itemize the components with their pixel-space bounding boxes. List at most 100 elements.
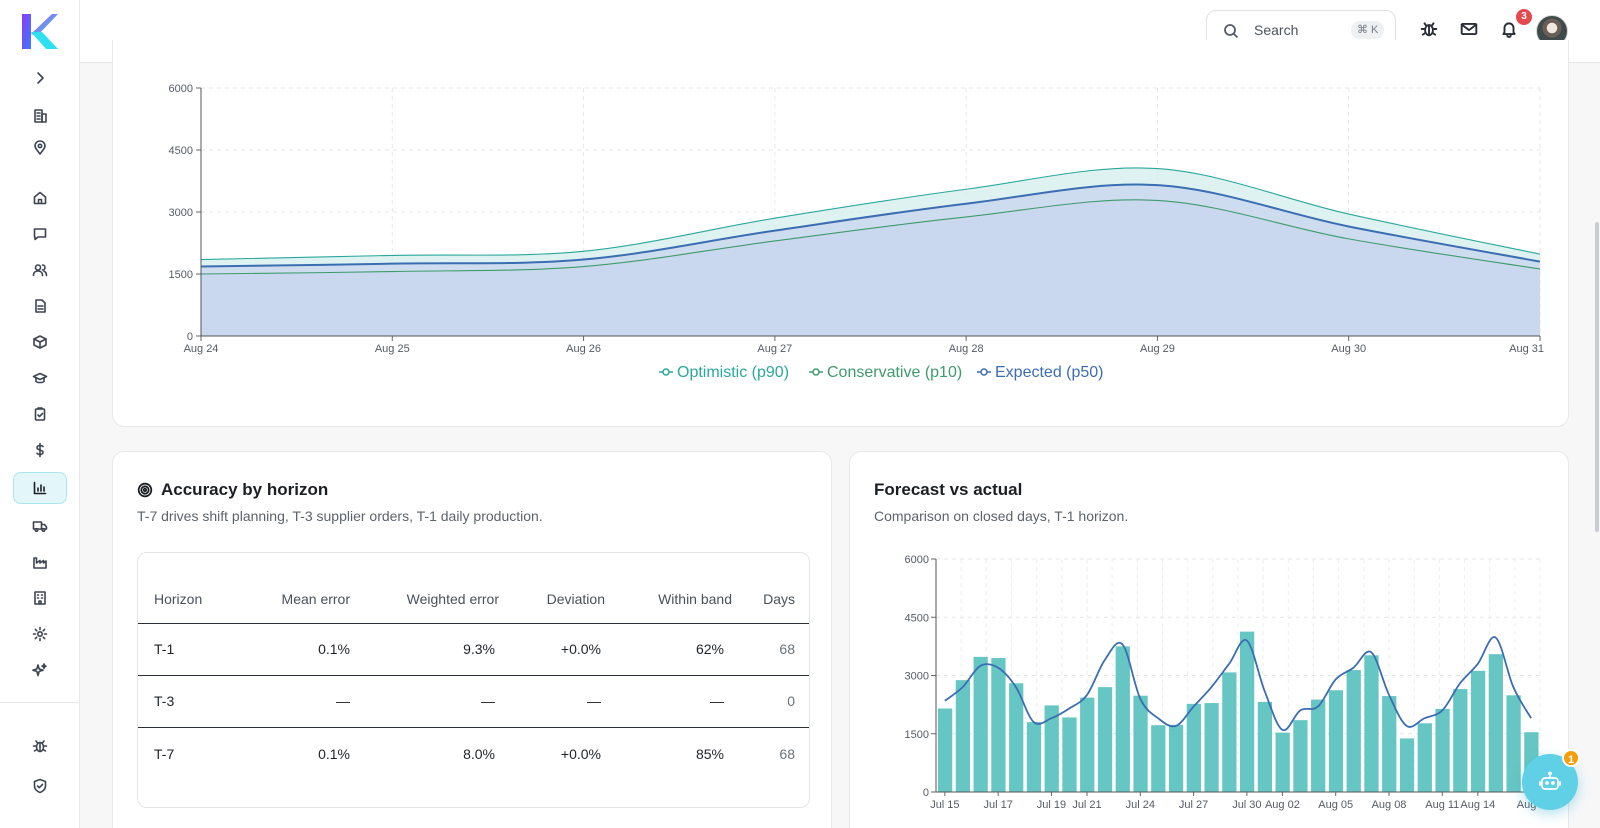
col-deviation[interactable]: Deviation bbox=[546, 591, 605, 607]
cell-weighted-error: — bbox=[481, 693, 495, 709]
sidebar-item-buildings[interactable] bbox=[13, 100, 67, 132]
mail-button[interactable] bbox=[1460, 20, 1480, 40]
dollar-icon bbox=[36, 442, 44, 458]
y-tick-label: 0 bbox=[923, 787, 929, 799]
sidebar-item-tasks[interactable] bbox=[13, 398, 67, 430]
factory-icon bbox=[33, 557, 47, 569]
sidebar-item-delivery[interactable] bbox=[13, 510, 67, 542]
forecast-vs-actual-chart: 0 1500 3000 4500 6000 Jul 15 Jul 17 Jul 19 Jul 2… bbox=[905, 554, 1546, 811]
cell-deviation: — bbox=[587, 693, 601, 709]
bar bbox=[1097, 687, 1113, 792]
office-building-icon bbox=[34, 591, 46, 605]
col-within-band[interactable]: Within band bbox=[658, 591, 732, 607]
sidebar-item-home[interactable] bbox=[13, 182, 67, 214]
legend-swatch-dot bbox=[812, 368, 820, 376]
bar bbox=[1453, 689, 1468, 792]
col-mean-error[interactable]: Mean error bbox=[281, 591, 350, 607]
notifications-button[interactable] bbox=[1500, 20, 1520, 40]
sidebar-item-production[interactable] bbox=[13, 546, 67, 578]
x-tick-label: Jul 30 bbox=[1232, 799, 1261, 811]
sidebar-item-training[interactable] bbox=[13, 362, 67, 394]
bar bbox=[1382, 696, 1397, 792]
sidebar-item-ai[interactable] bbox=[13, 654, 67, 686]
bar bbox=[1044, 705, 1059, 792]
accuracy-title: Accuracy by horizon bbox=[137, 480, 328, 500]
bar bbox=[1133, 695, 1148, 792]
bar bbox=[1470, 670, 1486, 792]
legend-item: Expected (p50) bbox=[977, 364, 1104, 381]
sidebar-item-settings[interactable] bbox=[13, 618, 67, 650]
sidebar-item-inventory[interactable] bbox=[13, 326, 67, 358]
bar bbox=[1240, 631, 1255, 792]
cell-mean-error: — bbox=[336, 693, 350, 709]
sidebar-expand-button[interactable] bbox=[13, 62, 67, 94]
sidebar-item-debug[interactable] bbox=[13, 730, 67, 762]
app-logo[interactable] bbox=[20, 12, 60, 52]
legend-label: Conservative (p10) bbox=[827, 364, 962, 381]
legend-label: Optimistic (p90) bbox=[677, 364, 789, 381]
bar bbox=[991, 658, 1006, 792]
bar bbox=[1311, 699, 1326, 792]
shield-check-icon bbox=[33, 778, 47, 794]
y-tick-label: 3000 bbox=[905, 671, 929, 683]
search-icon bbox=[1224, 24, 1239, 39]
x-tick-label: Jul 17 bbox=[983, 799, 1012, 811]
bell-icon bbox=[1502, 22, 1516, 38]
notification-count-badge: 3 bbox=[1516, 9, 1532, 25]
debug-button[interactable] bbox=[1420, 20, 1440, 40]
bar bbox=[1026, 722, 1042, 792]
search-shortcut-hint: ⌘ K bbox=[1351, 21, 1385, 39]
x-tick-label: Aug 30 bbox=[1331, 343, 1366, 355]
series-line bbox=[200, 183, 1541, 268]
clipboard-check-icon bbox=[34, 407, 46, 421]
bar bbox=[1293, 720, 1308, 792]
sidebar-item-security[interactable] bbox=[13, 770, 67, 802]
sidebar-item-documents[interactable] bbox=[13, 290, 67, 322]
bar bbox=[1204, 703, 1219, 792]
sidebar-item-finance[interactable] bbox=[13, 434, 67, 466]
bar bbox=[1168, 724, 1184, 792]
sidebar-item-analytics[interactable] bbox=[13, 472, 67, 504]
fva-subtitle: Comparison on closed days, T-1 horizon. bbox=[874, 508, 1129, 524]
search-placeholder[interactable]: Search bbox=[1254, 22, 1299, 38]
bar bbox=[1151, 725, 1166, 792]
forecast-line bbox=[944, 636, 1532, 732]
x-tick-label: Aug 08 bbox=[1372, 799, 1407, 811]
x-tick-label: Aug 28 bbox=[949, 343, 984, 355]
accuracy-table: Horizon Mean error Weighted error Deviat… bbox=[137, 552, 810, 808]
sidebar-item-offices[interactable] bbox=[13, 582, 67, 614]
x-tick-label: Aug 05 bbox=[1318, 799, 1353, 811]
x-tick-label: Aug 02 bbox=[1265, 799, 1300, 811]
sidebar-item-locations[interactable] bbox=[13, 132, 67, 164]
table-row: T-1 0.1% 9.3% +0.0% 62% 68 bbox=[138, 624, 809, 676]
col-horizon[interactable]: Horizon bbox=[154, 591, 203, 607]
y-tick-label: 4500 bbox=[905, 612, 929, 624]
cell-within-band: 85% bbox=[695, 746, 724, 762]
bar bbox=[1275, 732, 1290, 792]
bar bbox=[1080, 697, 1095, 792]
table-row: T-3 — — — — 0 bbox=[138, 676, 809, 728]
sidebar-item-users[interactable] bbox=[13, 254, 67, 286]
cell-days: 68 bbox=[779, 641, 795, 657]
x-tick-label: Jul 21 bbox=[1072, 799, 1101, 811]
col-weighted-error[interactable]: Weighted error bbox=[406, 591, 499, 607]
cell-horizon: T-1 bbox=[154, 641, 175, 657]
page-scrollbar[interactable] bbox=[1595, 222, 1599, 532]
series-line bbox=[200, 199, 1541, 275]
col-days[interactable]: Days bbox=[763, 591, 795, 607]
bar bbox=[1009, 683, 1024, 792]
x-tick-label: Aug 24 bbox=[184, 343, 219, 355]
bar bbox=[1062, 717, 1077, 792]
sidebar-item-messages[interactable] bbox=[13, 218, 67, 250]
table-header: Horizon Mean error Weighted error Deviat… bbox=[138, 553, 809, 624]
bar bbox=[1328, 690, 1344, 792]
users-icon bbox=[32, 264, 48, 277]
assistant-badge: 1 bbox=[1562, 749, 1580, 767]
x-tick-label: Aug 14 bbox=[1460, 799, 1495, 811]
legend-item: Optimistic (p90) bbox=[659, 364, 789, 381]
x-tick-label: Jul 19 bbox=[1037, 799, 1066, 811]
legend-label: Expected (p50) bbox=[995, 364, 1104, 381]
robot-icon bbox=[1539, 771, 1561, 790]
series-line bbox=[200, 167, 1541, 261]
bar bbox=[1506, 695, 1521, 792]
